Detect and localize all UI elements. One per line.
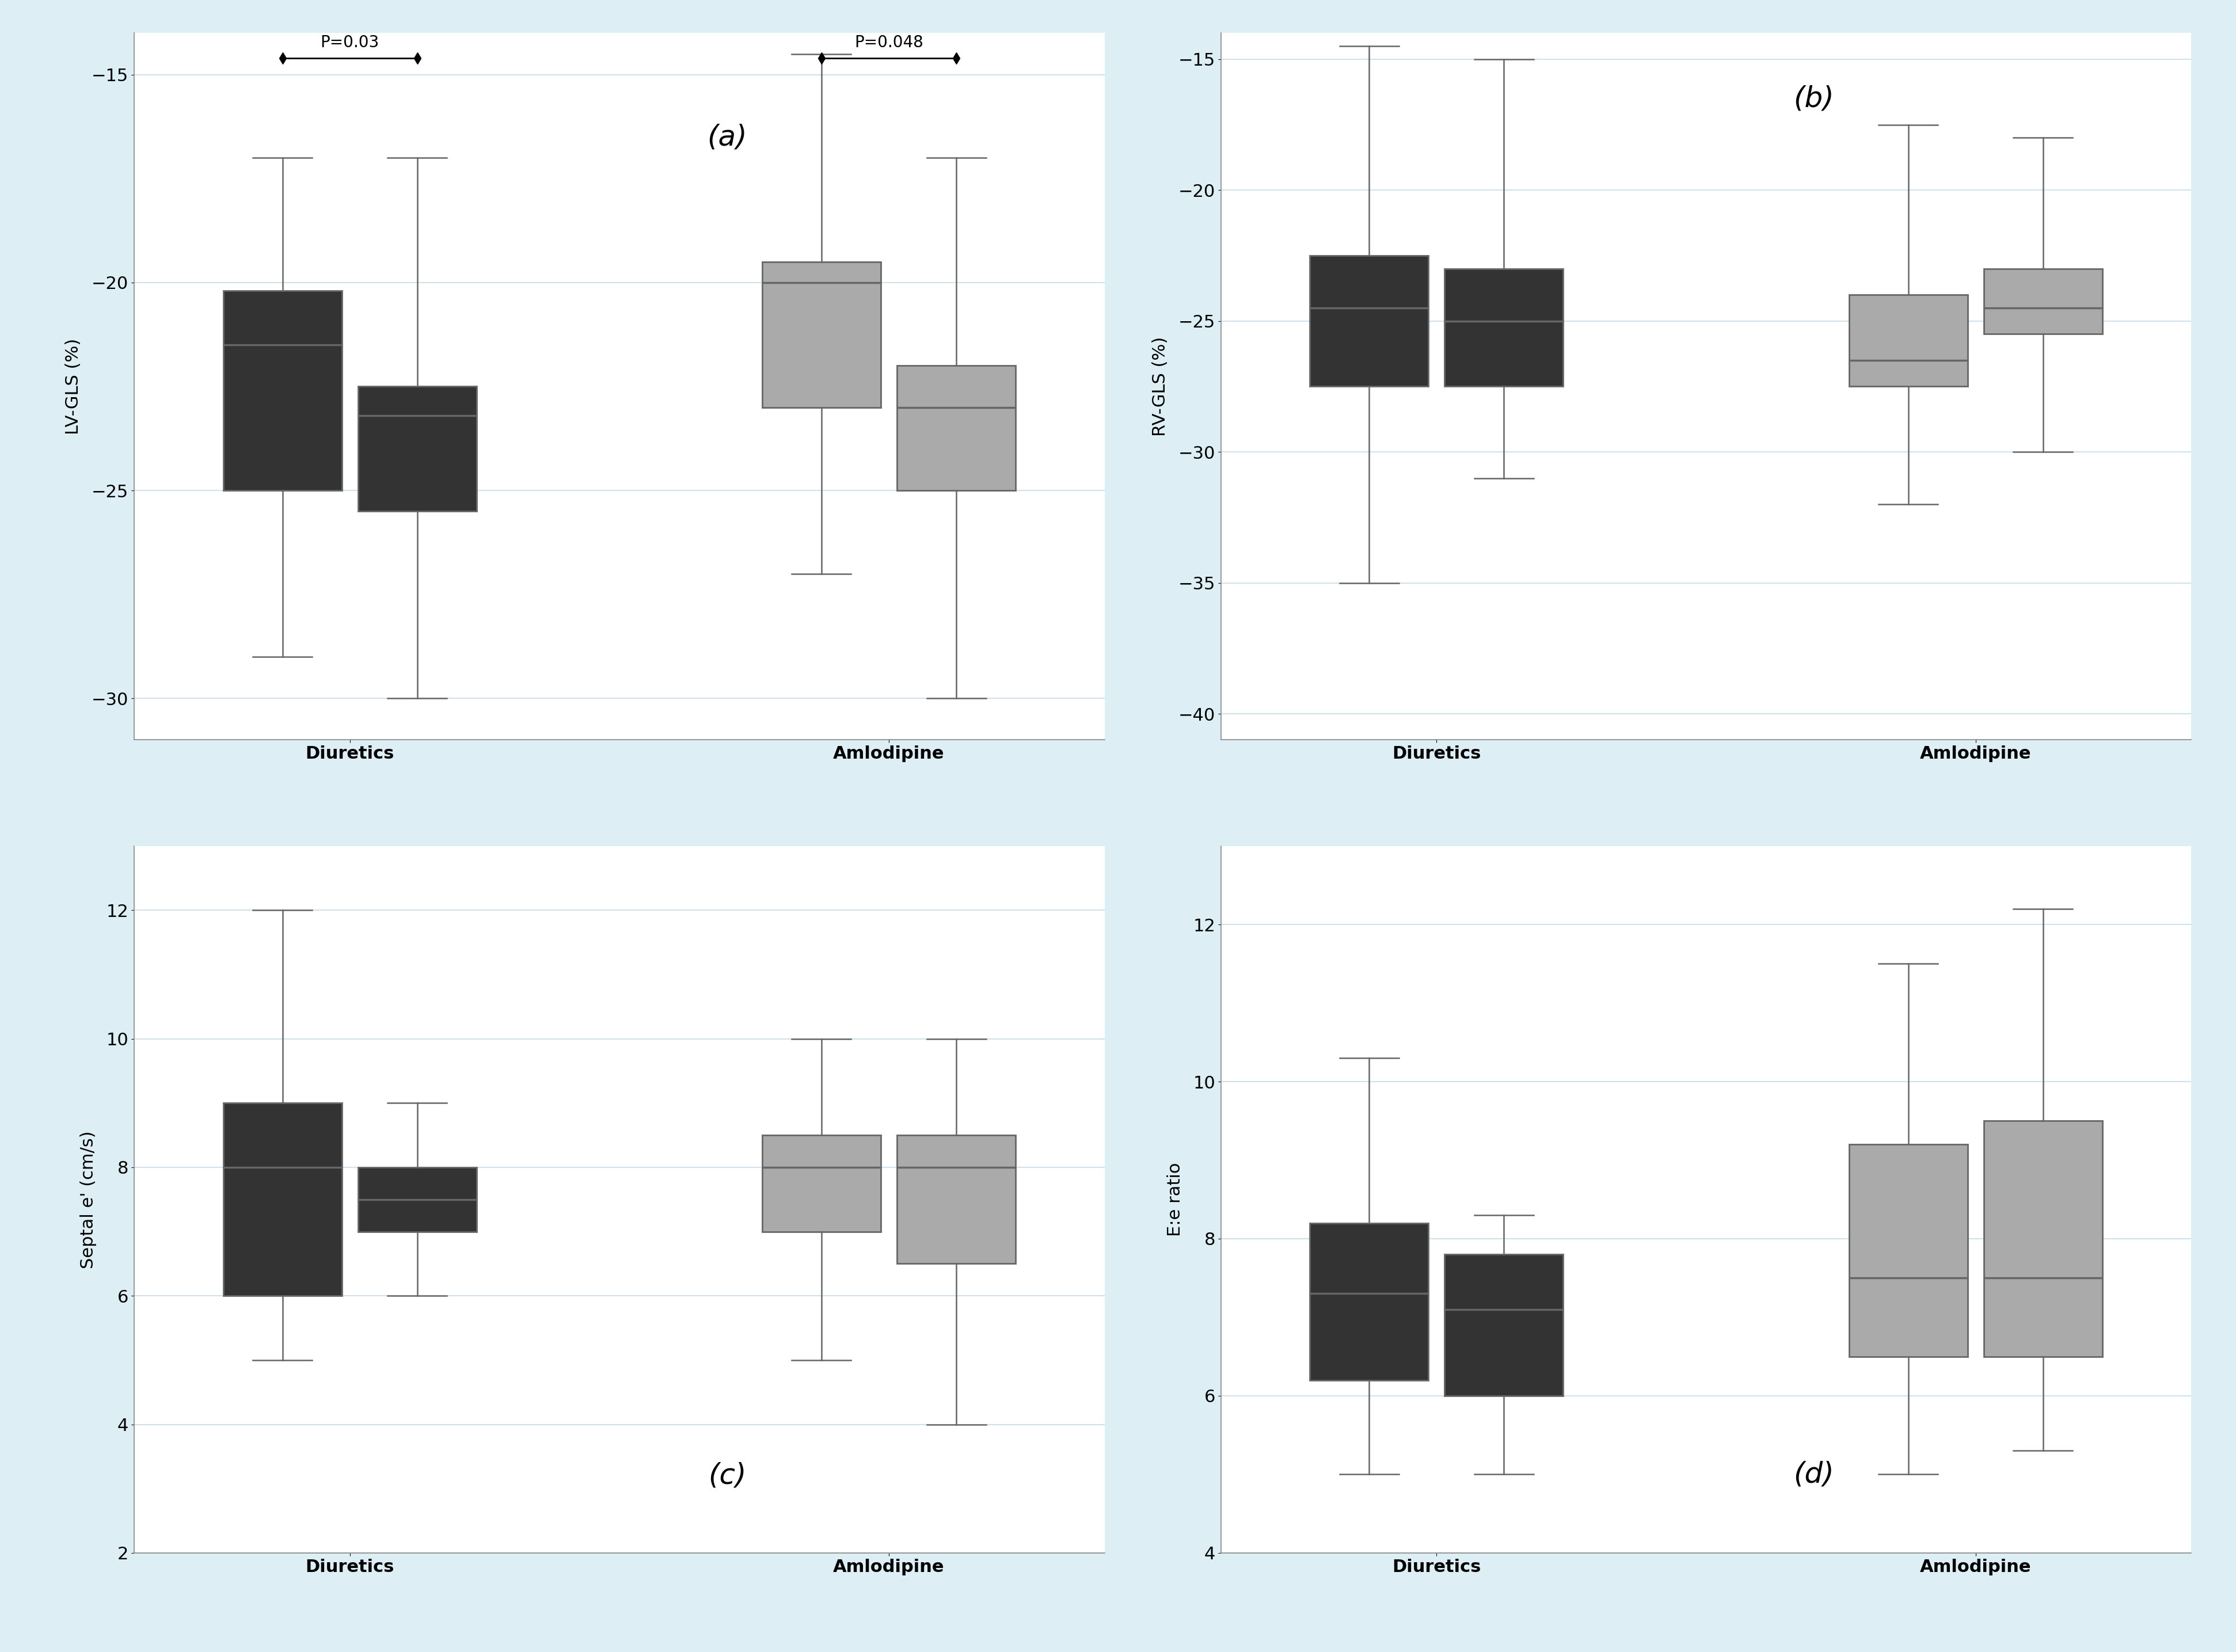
Y-axis label: Septal e' (cm/s): Septal e' (cm/s) <box>80 1130 96 1269</box>
Text: (b): (b) <box>1793 84 1834 112</box>
Y-axis label: RV-GLS (%): RV-GLS (%) <box>1152 337 1169 436</box>
Y-axis label: E:e ratio: E:e ratio <box>1167 1163 1183 1236</box>
Text: (a): (a) <box>707 124 747 150</box>
PathPatch shape <box>897 365 1015 491</box>
PathPatch shape <box>897 1135 1015 1264</box>
PathPatch shape <box>1444 269 1563 387</box>
PathPatch shape <box>1983 1122 2102 1356</box>
PathPatch shape <box>1849 1145 1968 1356</box>
PathPatch shape <box>224 1104 342 1295</box>
PathPatch shape <box>1983 269 2102 334</box>
PathPatch shape <box>358 1168 476 1231</box>
Text: P=0.048: P=0.048 <box>854 35 923 51</box>
PathPatch shape <box>224 291 342 491</box>
PathPatch shape <box>358 387 476 510</box>
Text: (d): (d) <box>1793 1460 1834 1488</box>
PathPatch shape <box>762 261 881 408</box>
PathPatch shape <box>1849 294 1968 387</box>
PathPatch shape <box>1310 1222 1429 1379</box>
PathPatch shape <box>1310 256 1429 387</box>
PathPatch shape <box>762 1135 881 1231</box>
PathPatch shape <box>1444 1254 1563 1396</box>
Text: (c): (c) <box>709 1462 747 1490</box>
Text: P=0.03: P=0.03 <box>320 35 380 51</box>
Y-axis label: LV-GLS (%): LV-GLS (%) <box>65 339 83 434</box>
